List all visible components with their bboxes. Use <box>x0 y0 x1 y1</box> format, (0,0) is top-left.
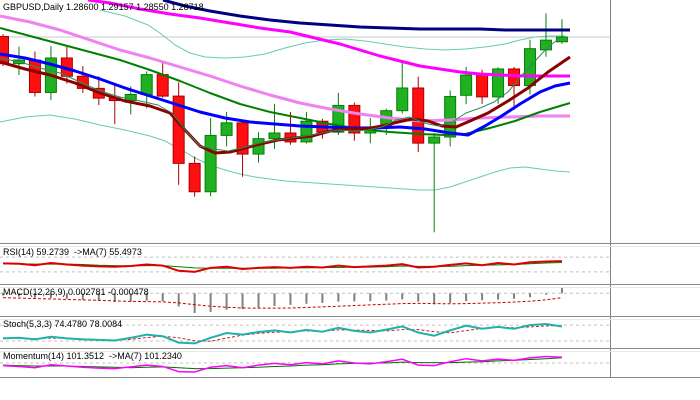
rsi-panel-label: RSI(14) 59.2739 ->MA(7) 55.4973 <box>3 247 142 257</box>
macd-histogram-bar <box>513 293 516 299</box>
macd-histogram-bar <box>417 293 420 302</box>
panel-separator-momentum[interactable] <box>0 348 700 352</box>
price-axis[interactable] <box>611 0 700 378</box>
macd-histogram-bar <box>385 293 388 301</box>
candle-body-14-Dec <box>236 122 249 155</box>
price-scale-divider <box>610 0 611 378</box>
macd-histogram-bar <box>401 293 404 300</box>
macd-histogram-bar <box>433 293 436 305</box>
macd-histogram-bar <box>337 293 340 302</box>
macd-panel-label: MACD(12,26,9) 0.002781 -0.000478 <box>3 287 149 297</box>
candle-body-2-Jan <box>412 87 425 144</box>
candle-body-13-Dec <box>220 122 233 136</box>
ma-50-green-line <box>0 27 571 136</box>
macd-histogram-bar <box>97 293 100 301</box>
candle-body-9-Jan <box>492 68 505 98</box>
macd-histogram-bar <box>497 293 500 300</box>
macd-histogram-bar <box>145 293 148 301</box>
macd-histogram-bar <box>193 293 196 313</box>
candle-body-3-Jan <box>428 136 441 144</box>
macd-histogram-bar <box>305 293 308 304</box>
candle-body-6-Dec <box>140 74 153 95</box>
rsi-line <box>2 260 562 273</box>
ma-fast-green-line <box>0 37 561 152</box>
macd-histogram-bar <box>289 293 292 305</box>
ma-200-navy-line <box>162 0 570 32</box>
panel-separator-stoch[interactable] <box>0 316 700 320</box>
candle-body-12-Dec <box>204 134 217 193</box>
momentum-line <box>2 355 562 373</box>
candle-body-18-Dec <box>268 132 281 140</box>
candle-body-26-Dec <box>348 104 361 134</box>
panel-separator-rsi[interactable] <box>0 243 700 247</box>
chart-title: GBPUSD,Daily 1.28600 1.29157 1.28550 1.2… <box>3 2 204 12</box>
candle-body-8-Jan <box>476 74 489 98</box>
macd-histogram-bar <box>481 293 484 301</box>
macd-histogram-bar <box>465 293 468 302</box>
ma-21-blue-line <box>0 52 571 137</box>
candle-body-5-Dec <box>124 93 137 102</box>
stoch-panel-label: Stoch(5,3,3) 74.4780 78.0084 <box>3 319 123 329</box>
macd-histogram-bar <box>49 293 52 299</box>
macd-histogram-bar <box>2 293 4 296</box>
candle-body-24-Dec <box>332 104 345 133</box>
candle-body-15-Jan <box>555 36 568 43</box>
macd-histogram-bar <box>241 293 244 310</box>
candle-body-7-Dec <box>156 74 169 97</box>
macd-histogram-bar <box>529 293 532 298</box>
macd-histogram-bar <box>321 293 324 303</box>
time-axis[interactable] <box>0 378 700 400</box>
candle-body-4-Jan <box>444 96 457 138</box>
macd-histogram-bar <box>129 293 132 302</box>
macd-histogram-bar <box>225 293 228 310</box>
candle-body-20-Dec <box>300 120 313 143</box>
candle-body-10-Jan <box>508 68 521 87</box>
candle-body-30-Nov <box>76 75 89 89</box>
bb-upper-line <box>99 9 565 59</box>
panel-separator-macd[interactable] <box>0 284 700 288</box>
macd-histogram-bar <box>33 293 36 298</box>
macd-histogram-bar <box>560 287 563 294</box>
macd-histogram-bar <box>81 293 84 300</box>
macd-histogram-bar <box>449 293 452 303</box>
macd-histogram-bar <box>369 293 372 302</box>
macd-histogram-bar <box>65 293 68 299</box>
macd-histogram-bar <box>273 293 276 306</box>
macd-histogram-bar <box>544 293 547 295</box>
bb-lower-line <box>0 114 571 191</box>
macd-histogram-bar <box>161 293 164 302</box>
ma-10-maroon-line <box>0 55 571 155</box>
macd-histogram-bar <box>353 293 356 302</box>
macd-signal-line <box>2 297 563 309</box>
macd-histogram-bar <box>257 293 260 308</box>
momentum-ma-line <box>2 357 562 370</box>
candle-body-31-Dec <box>396 87 409 112</box>
stoch-line <box>2 323 563 345</box>
macd-histogram-bar <box>177 293 180 307</box>
macd-histogram-bar <box>17 293 20 297</box>
macd-histogram-bar <box>113 293 116 303</box>
candle-body-7-Jan <box>460 74 473 96</box>
candle-body-11-Dec <box>188 162 201 193</box>
momentum-panel-label: Momentum(14) 101.3512 ->MA(7) 101.2340 <box>3 351 182 361</box>
ma-100-fuchsia-line <box>87 0 570 78</box>
macd-histogram-bar <box>209 293 212 312</box>
